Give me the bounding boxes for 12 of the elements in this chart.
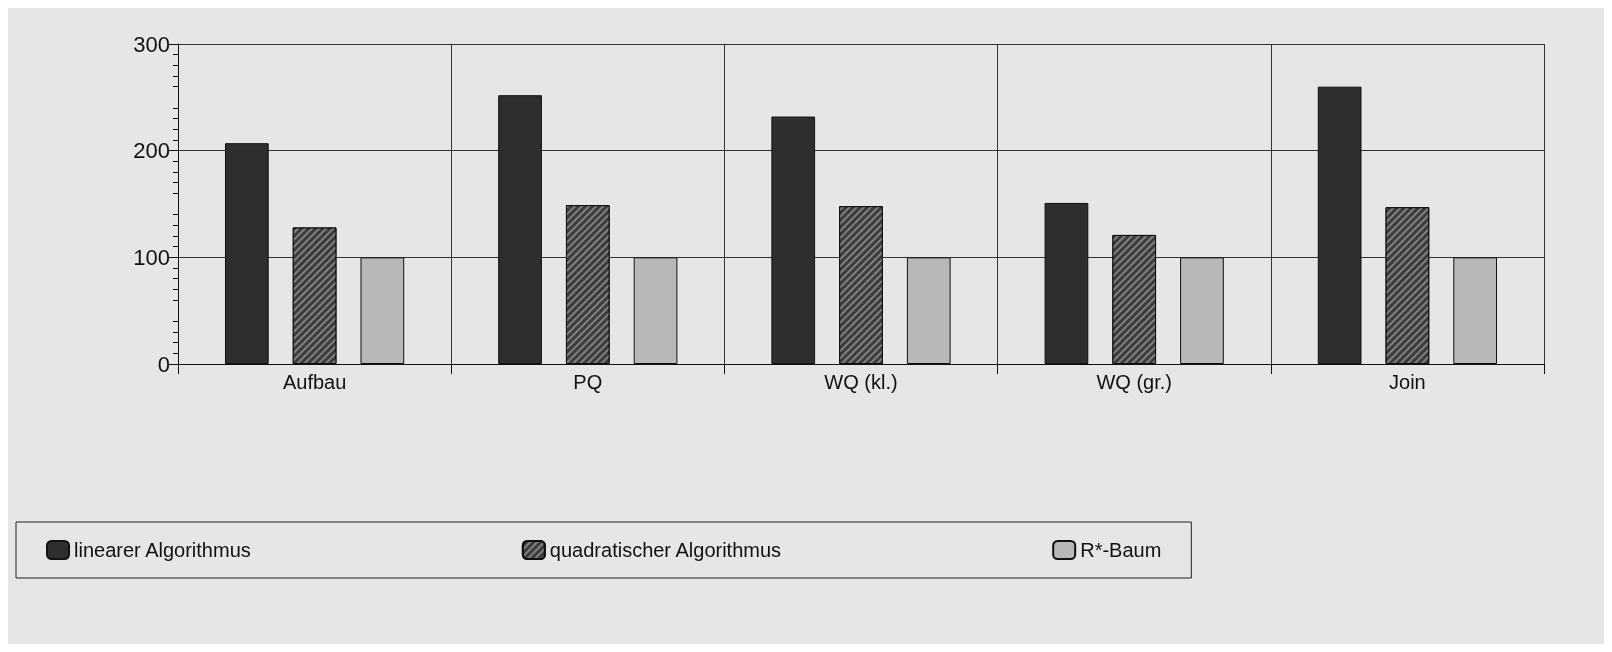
legend-label: R*-Baum: [1080, 539, 1162, 561]
x-tick-label: Join: [1389, 371, 1426, 393]
y-tick-label: 200: [133, 138, 170, 164]
x-tick-label: WQ (kl.): [824, 371, 898, 393]
legend-label: linearer Algorithmus: [74, 539, 251, 561]
x-tick-label: PQ: [573, 371, 603, 393]
y-tick-label: 300: [133, 31, 170, 57]
y-tick-label: 0: [157, 351, 170, 377]
x-tick-label: Aufbau: [282, 371, 347, 393]
y-tick-label: 100: [133, 244, 170, 270]
legend-label: quadratischer Algorithmus: [549, 539, 782, 561]
x-tick-label: WQ (gr.): [1096, 371, 1172, 393]
